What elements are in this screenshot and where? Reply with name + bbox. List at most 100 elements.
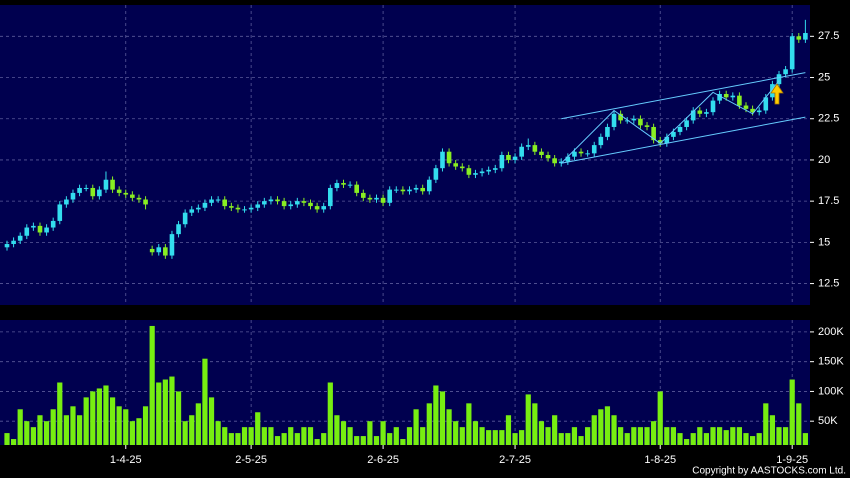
y-tick-label: 27.5 xyxy=(818,30,839,42)
candle-body xyxy=(50,220,56,228)
volume-bar xyxy=(235,433,241,445)
volume-bar xyxy=(446,409,452,445)
volume-bar xyxy=(202,358,208,445)
candle-body xyxy=(202,202,208,208)
volume-bar xyxy=(730,427,736,445)
volume-bar xyxy=(255,412,261,445)
candle-body xyxy=(90,187,96,197)
volume-bar xyxy=(149,325,155,445)
volume-bar xyxy=(301,427,307,445)
candle-body xyxy=(262,201,267,205)
candle-body xyxy=(17,235,23,241)
candle-body xyxy=(486,169,491,172)
volume-bar xyxy=(439,391,446,445)
candle-body xyxy=(387,189,392,203)
volume-bar xyxy=(466,403,472,445)
candle-body xyxy=(611,113,617,127)
volume-bar xyxy=(222,427,228,445)
y-tick-label: 100K xyxy=(818,385,844,397)
candle-body xyxy=(598,136,604,146)
candle-body xyxy=(328,187,333,207)
volume-bar xyxy=(103,385,109,445)
candle-body xyxy=(723,94,729,98)
candle-body xyxy=(473,173,478,175)
candle-body xyxy=(704,112,709,114)
volume-bar xyxy=(426,403,432,445)
candle-body xyxy=(677,126,683,132)
candle-body xyxy=(77,187,82,193)
candle-body xyxy=(70,192,76,200)
volume-bar xyxy=(558,433,564,445)
candle-body xyxy=(453,163,458,167)
candle-body xyxy=(393,189,399,191)
volume-bar xyxy=(690,433,696,445)
volume-bar xyxy=(545,427,551,445)
volume-bar xyxy=(420,427,426,445)
y-tick-label: 12.5 xyxy=(818,277,839,289)
volume-bar xyxy=(136,418,142,445)
y-tick-label: 200K xyxy=(818,326,844,338)
candle-body xyxy=(479,171,485,174)
volume-bar xyxy=(585,427,591,445)
candle-body xyxy=(354,184,360,193)
volume-bar xyxy=(472,421,479,445)
candle-body xyxy=(565,156,571,162)
arrow-marker xyxy=(770,83,784,105)
volume-bar xyxy=(37,415,43,445)
volume-bar xyxy=(492,430,498,445)
volume-bar xyxy=(406,427,413,445)
volume-bar xyxy=(782,427,789,445)
candle-body xyxy=(215,199,221,201)
candle-body xyxy=(413,187,419,190)
candle-body xyxy=(242,209,247,211)
candle-body xyxy=(281,201,287,207)
volume-bar xyxy=(76,415,83,445)
volume-bar xyxy=(393,427,399,445)
volume-bar xyxy=(796,403,802,445)
candle-body xyxy=(97,189,102,197)
y-tick-label: 20 xyxy=(818,154,830,166)
volume-bar xyxy=(96,388,102,445)
candle-body xyxy=(618,113,623,121)
volume-bar xyxy=(169,376,175,445)
volume-bar xyxy=(657,391,663,445)
candle-body xyxy=(123,192,129,195)
candle-body xyxy=(268,199,274,202)
candle-body xyxy=(499,155,505,169)
candle-body xyxy=(433,168,439,180)
volume-bar xyxy=(268,427,274,445)
candle-body xyxy=(644,125,650,127)
volume-bar xyxy=(241,427,248,445)
candle-body xyxy=(803,33,808,40)
candle-body xyxy=(446,151,452,164)
x-tick-label: 2-7-25 xyxy=(499,454,531,466)
candle-body xyxy=(697,110,703,114)
candle-body xyxy=(334,183,340,188)
volume-bar xyxy=(749,436,756,445)
volume-bar xyxy=(571,427,578,445)
volume-bar xyxy=(347,427,353,445)
volume-bar xyxy=(4,433,10,445)
candle-body xyxy=(44,227,49,233)
candle-body xyxy=(24,227,30,236)
volume-bar xyxy=(116,406,122,445)
candle-body xyxy=(664,136,670,144)
volume-bar xyxy=(123,409,129,445)
volume-bar xyxy=(644,427,650,445)
candle-body xyxy=(426,179,432,192)
candle-body xyxy=(163,247,168,256)
candle-body xyxy=(341,183,346,185)
volume-bar xyxy=(631,427,637,445)
volume-bar xyxy=(604,406,611,445)
volume-bar xyxy=(248,427,254,445)
volume-bar xyxy=(651,421,657,445)
candle-body xyxy=(578,151,584,154)
volume-bar xyxy=(552,415,558,445)
volume-bar xyxy=(380,421,386,445)
candle-body xyxy=(288,204,294,207)
volume-bar xyxy=(532,403,538,445)
candle-body xyxy=(11,240,16,245)
candle-body xyxy=(308,202,313,207)
candle-body xyxy=(572,151,577,157)
volume-bar xyxy=(618,427,624,445)
